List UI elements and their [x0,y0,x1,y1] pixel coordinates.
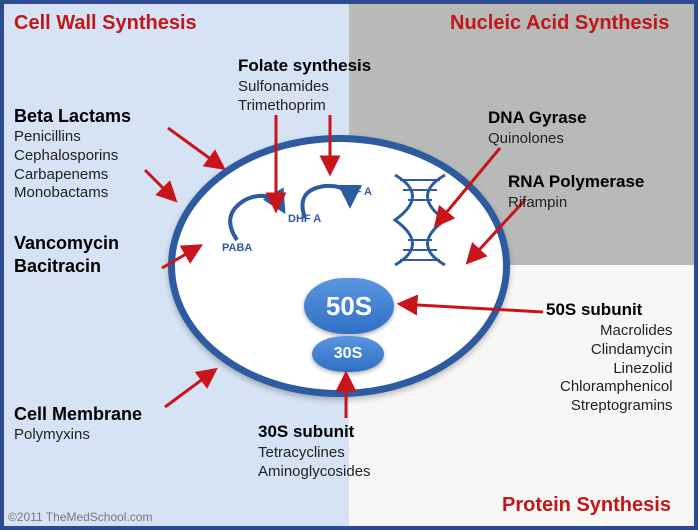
folate-drugs: Sulfonamides Trimethoprim [238,78,329,116]
rna-polymerase-drugs: Rifampin [508,194,567,213]
cell-membrane-title: Cell Membrane [14,404,142,425]
cell-membrane-drugs: Polymyxins [14,426,90,445]
ribosome-30s-label: 30S [334,345,362,363]
dna-gyrase-drugs: Quinolones [488,130,564,149]
heading-cell-wall: Cell Wall Synthesis [14,12,197,35]
heading-nucleic-acid: Nucleic Acid Synthesis [450,12,669,35]
30s-drugs: Tetracyclines Aminoglycosides [258,444,371,482]
ribosome-30s: 30S [312,336,384,372]
50s-drugs: Macrolides Clindamycin Linezolid Chloram… [560,322,673,416]
copyright-text: ©2011 TheMedSchool.com [8,510,152,524]
beta-lactams-title: Beta Lactams [14,106,131,127]
vancomycin-title: Vancomycin Bacitracin [14,232,119,279]
rna-polymerase-title: RNA Polymerase [508,172,644,192]
dna-gyrase-title: DNA Gyrase [488,108,587,128]
heading-protein: Protein Synthesis [502,494,671,517]
ribosome-50s: 50S [304,278,394,334]
50s-title: 50S subunit [546,300,642,320]
dhfa-label: DHF A [288,213,321,225]
paba-label: PABA [222,242,252,254]
beta-lactams-drugs: Penicillins Cephalosporins Carbapenems M… [14,128,118,203]
30s-title: 30S subunit [258,422,354,442]
folate-title: Folate synthesis [238,56,371,76]
thfa-label: THF A [340,186,372,198]
ribosome-50s-label: 50S [326,291,372,322]
